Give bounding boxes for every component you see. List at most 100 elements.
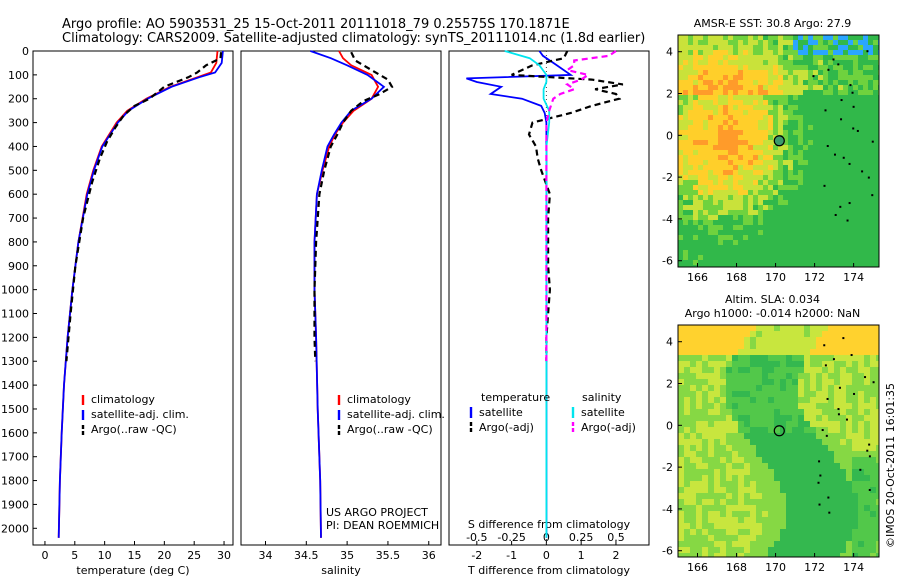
temperature-xtick-label: 30 bbox=[217, 549, 231, 562]
difference-series-0 bbox=[466, 50, 574, 538]
sla_map-frame bbox=[677, 324, 880, 558]
sst_map-island-dot bbox=[834, 213, 837, 216]
difference-xtick-label: -1 bbox=[506, 549, 517, 562]
sla_map-island-dot bbox=[864, 376, 867, 379]
temperature-series-2 bbox=[65, 52, 223, 362]
sst_map-island-dot bbox=[852, 105, 855, 108]
sst_map-ytick-label: -2 bbox=[662, 171, 673, 184]
difference-xtick-label: 2 bbox=[612, 549, 619, 562]
temperature-ytick-label: 100 bbox=[8, 69, 29, 82]
sst_map-island-dot bbox=[848, 162, 851, 165]
sla_map-argo-marker bbox=[773, 425, 785, 437]
temperature-ytick-label: 500 bbox=[8, 164, 29, 177]
sst_map-ytick-label: 4 bbox=[666, 46, 673, 59]
difference-xtick-label: 0 bbox=[543, 549, 550, 562]
salinity-xlabel: salinity bbox=[321, 564, 361, 577]
difference-legend-label-3: Argo(-adj) bbox=[581, 421, 636, 434]
difference-xtick-label: -2 bbox=[471, 549, 482, 562]
sla_map-island-dot bbox=[824, 364, 827, 367]
sst_map-island-dot bbox=[851, 91, 854, 94]
sla_map-ytick-label: -2 bbox=[662, 461, 673, 474]
salinity-xtick-label: 35.5 bbox=[376, 549, 401, 562]
temperature-xtick-label: 5 bbox=[71, 549, 78, 562]
salinity-legend-label-0: climatology bbox=[347, 393, 411, 406]
temperature-ytick-label: 900 bbox=[8, 260, 29, 273]
difference-legend-label-0: satellite bbox=[479, 406, 523, 419]
temperature-ytick-label: 1200 bbox=[1, 331, 29, 344]
sla_map-island-dot bbox=[817, 481, 820, 484]
sst_map-island-dot bbox=[861, 170, 864, 173]
salinity-xtick-label: 34.5 bbox=[294, 549, 319, 562]
sst_map-island-dot bbox=[832, 58, 835, 61]
salinity-legend-label-1: satellite-adj. clim. bbox=[347, 408, 445, 421]
sst_map-ytick-label: 0 bbox=[666, 129, 673, 142]
temperature-ytick-label: 600 bbox=[8, 188, 29, 201]
sla_map-island-dot bbox=[866, 449, 869, 452]
salinity-plot-area bbox=[240, 50, 442, 546]
difference-s-tick-label: -0.5 bbox=[466, 531, 487, 544]
sst_map-island-dot bbox=[846, 219, 849, 222]
sla_map-island-dot bbox=[868, 443, 871, 446]
temperature-ytick-label: 1800 bbox=[1, 475, 29, 488]
sla_map-island-dot bbox=[818, 460, 821, 463]
sla_map-ytick-label: 4 bbox=[666, 336, 673, 349]
sla_map-title-0: Altim. SLA: 0.034 bbox=[725, 293, 820, 306]
temperature-legend-label-0: climatology bbox=[91, 393, 155, 406]
sst_map-island-dot bbox=[824, 109, 827, 112]
sst_map-island-dot bbox=[871, 140, 874, 143]
sst_map-xtick-label: 170 bbox=[765, 271, 786, 284]
temperature-plot-area bbox=[32, 50, 234, 546]
sst_map-heatmap bbox=[678, 35, 879, 267]
sla_map-island-dot bbox=[838, 386, 841, 389]
sst_map-island-dot bbox=[848, 202, 851, 205]
salinity-xtick-label: 36 bbox=[422, 549, 436, 562]
sst_map-island-dot bbox=[867, 176, 870, 179]
sst_map-argo-marker bbox=[773, 135, 785, 147]
sla_map-xtick-label: 170 bbox=[765, 561, 786, 574]
difference-legend-label-1: Argo(-adj) bbox=[479, 421, 534, 434]
figure-title-line2: Climatology: CARS2009. Satellite-adjuste… bbox=[62, 31, 645, 46]
sst_map-island-dot bbox=[866, 50, 869, 53]
difference-legend-temperature-title: temperature bbox=[481, 391, 550, 404]
sst_map-island-dot bbox=[833, 153, 836, 156]
temperature-ytick-label: 1300 bbox=[1, 355, 29, 368]
sst_map-island-dot bbox=[856, 129, 859, 132]
difference-legend-label-2: satellite bbox=[581, 406, 625, 419]
sla_map-island-dot bbox=[853, 392, 856, 395]
temperature-legend-label-2: Argo(..raw -QC) bbox=[91, 423, 177, 436]
temperature-ytick-label: 1600 bbox=[1, 427, 29, 440]
difference-legend-salinity-title: salinity bbox=[582, 391, 622, 404]
temperature-ytick-label: 800 bbox=[8, 236, 29, 249]
sla_map-island-dot bbox=[859, 468, 862, 471]
temperature-xtick-label: 0 bbox=[41, 549, 48, 562]
sla_map-island-dot bbox=[819, 474, 822, 477]
salinity-xtick-label: 35 bbox=[340, 549, 354, 562]
sst_map-island-dot bbox=[842, 156, 845, 159]
difference-series-3 bbox=[545, 50, 617, 362]
sla_map-ytick-label: 2 bbox=[666, 378, 673, 391]
difference-xlabel: T difference from climatology bbox=[467, 564, 630, 577]
sla_map-island-dot bbox=[868, 488, 871, 491]
sst_map-island-dot bbox=[837, 63, 840, 66]
sla_map-island-dot bbox=[842, 337, 845, 340]
sst_map-ytick-label: -4 bbox=[662, 213, 673, 226]
temperature-xtick-label: 15 bbox=[127, 549, 141, 562]
sst_map-xtick-label: 174 bbox=[843, 271, 864, 284]
sla_map-island-dot bbox=[872, 381, 875, 384]
temperature-ytick-label: 400 bbox=[8, 140, 29, 153]
difference-s-tick-label: 0.5 bbox=[607, 531, 625, 544]
sla_map-island-dot bbox=[845, 418, 848, 421]
sst_map-xtick-label: 168 bbox=[726, 271, 747, 284]
us-argo-credit: US ARGO PROJECT bbox=[326, 506, 428, 519]
temperature-ytick-label: 2000 bbox=[1, 522, 29, 535]
sst_map-frame bbox=[677, 34, 880, 268]
temperature-ytick-label: 1000 bbox=[1, 284, 29, 297]
salinity-xtick-label: 34 bbox=[258, 549, 272, 562]
sla_map-ytick-label: -4 bbox=[662, 503, 673, 516]
sst_map-ytick-label: -6 bbox=[662, 255, 673, 268]
sla_map-island-dot bbox=[825, 434, 828, 437]
difference-s-tick-label: 0.25 bbox=[569, 531, 594, 544]
temperature-legend-label-1: satellite-adj. clim. bbox=[91, 408, 189, 421]
sst_map-island-dot bbox=[826, 145, 829, 148]
difference-s-xlabel: S difference from climatology bbox=[468, 518, 631, 531]
